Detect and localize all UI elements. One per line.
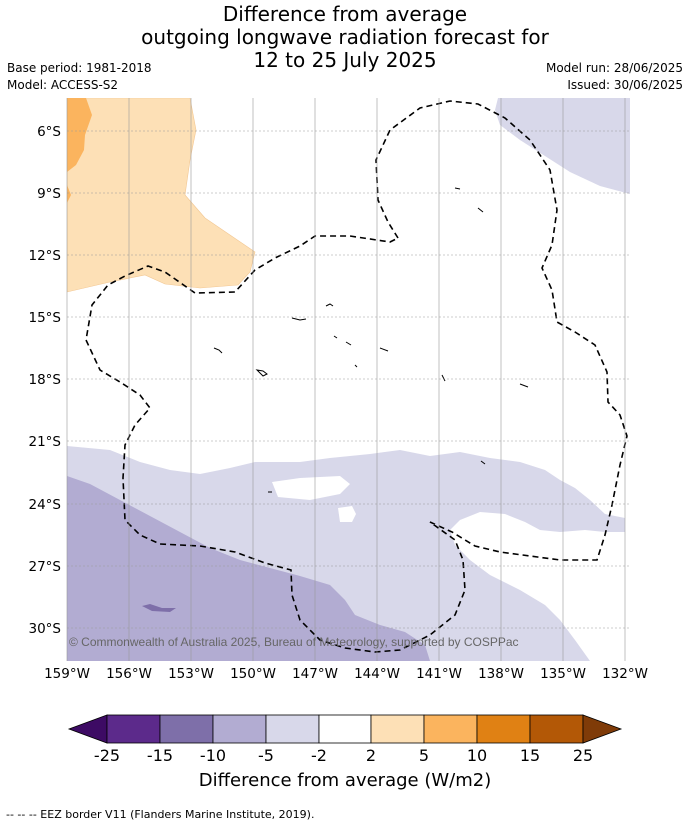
issued-label: Issued: 30/06/2025 [567,78,683,92]
lat-label-15s: 15°S [29,310,62,326]
colorbar-swatch [318,714,372,744]
colorbar-swatch [370,714,425,744]
map-gridlines [66,98,630,661]
title-line-1: Difference from average [222,2,468,26]
model-label: Model: ACCESS-S2 [7,78,119,92]
anomaly-region-plus5-plus10 [67,98,92,172]
eez-border [85,100,628,653]
islands [213,187,529,493]
colorbar-tick: 10 [467,746,487,765]
colorbar-extend-max [582,714,623,744]
colorbar-swatch [265,714,320,744]
colorbar-swatch [529,714,584,744]
anomaly-region-plus2-plus5 [67,98,256,293]
colorbar-title: Difference from average (W/m2) [198,770,492,791]
eez-legend-note: -- -- -- EEZ border V11 (Flanders Marine… [6,808,315,821]
lat-label-18s: 18°S [29,372,62,388]
lat-label-9s: 9°S [37,186,61,202]
colorbar-tick: -2 [311,746,327,765]
lon-label-147w: 147°W [292,666,338,682]
colorbar-tick: -25 [94,746,120,765]
lon-label-156w: 156°W [106,666,152,682]
colorbar-swatch [159,714,214,744]
lat-label-24s: 24°S [29,497,62,513]
lat-label-12s: 12°S [29,248,62,264]
lat-label-27s: 27°S [29,559,62,575]
lon-label-141w: 141°W [416,666,462,682]
lon-label-138w: 138°W [478,666,524,682]
lat-label-21s: 21°S [29,434,62,450]
colorbar-extend-min [67,714,108,744]
colorbar-tick: -15 [147,746,173,765]
latitude-labels: 6°S 9°S 12°S 15°S 18°S 21°S 24°S 27°S 30… [29,124,62,637]
base-period-label: Base period: 1981-2018 [7,61,152,75]
anomaly-region-minus5-minus2-ne [495,98,630,194]
longitude-labels: 159°W 156°W 153°W 150°W 147°W 144°W 141°… [44,666,648,682]
lon-label-150w: 150°W [230,666,276,682]
colorbar: -25 -15 -10 -5 -2 2 5 10 15 25 [67,714,623,765]
anomaly-region-minus10-minus5 [67,476,430,661]
title-line-3: 12 to 25 July 2025 [253,48,437,72]
lat-label-30s: 30°S [29,621,62,637]
lon-label-144w: 144°W [354,666,400,682]
lon-label-135w: 135°W [540,666,586,682]
model-run-label: Model run: 28/06/2025 [545,61,683,75]
colorbar-swatch [476,714,531,744]
title-line-2: outgoing longwave radiation forecast for [141,25,549,49]
colorbar-tick: -5 [258,746,274,765]
colorbar-swatch [106,714,161,744]
lat-label-6s: 6°S [37,124,61,140]
colorbar-tick: 5 [419,746,429,765]
lon-label-153w: 153°W [168,666,214,682]
colorbar-tick: -10 [200,746,226,765]
colorbar-tick: 25 [573,746,593,765]
lon-label-159w: 159°W [44,666,90,682]
colorbar-tick: 2 [366,746,376,765]
colorbar-swatch [212,714,267,744]
lon-label-132w: 132°W [602,666,648,682]
copyright-notice: © Commonwealth of Australia 2025, Bureau… [69,635,519,649]
colorbar-swatch [423,714,478,744]
forecast-map: 6°S 9°S 12°S 15°S 18°S 21°S 24°S 27°S 30… [29,98,648,765]
colorbar-tick: 15 [520,746,540,765]
map-field [67,98,630,661]
